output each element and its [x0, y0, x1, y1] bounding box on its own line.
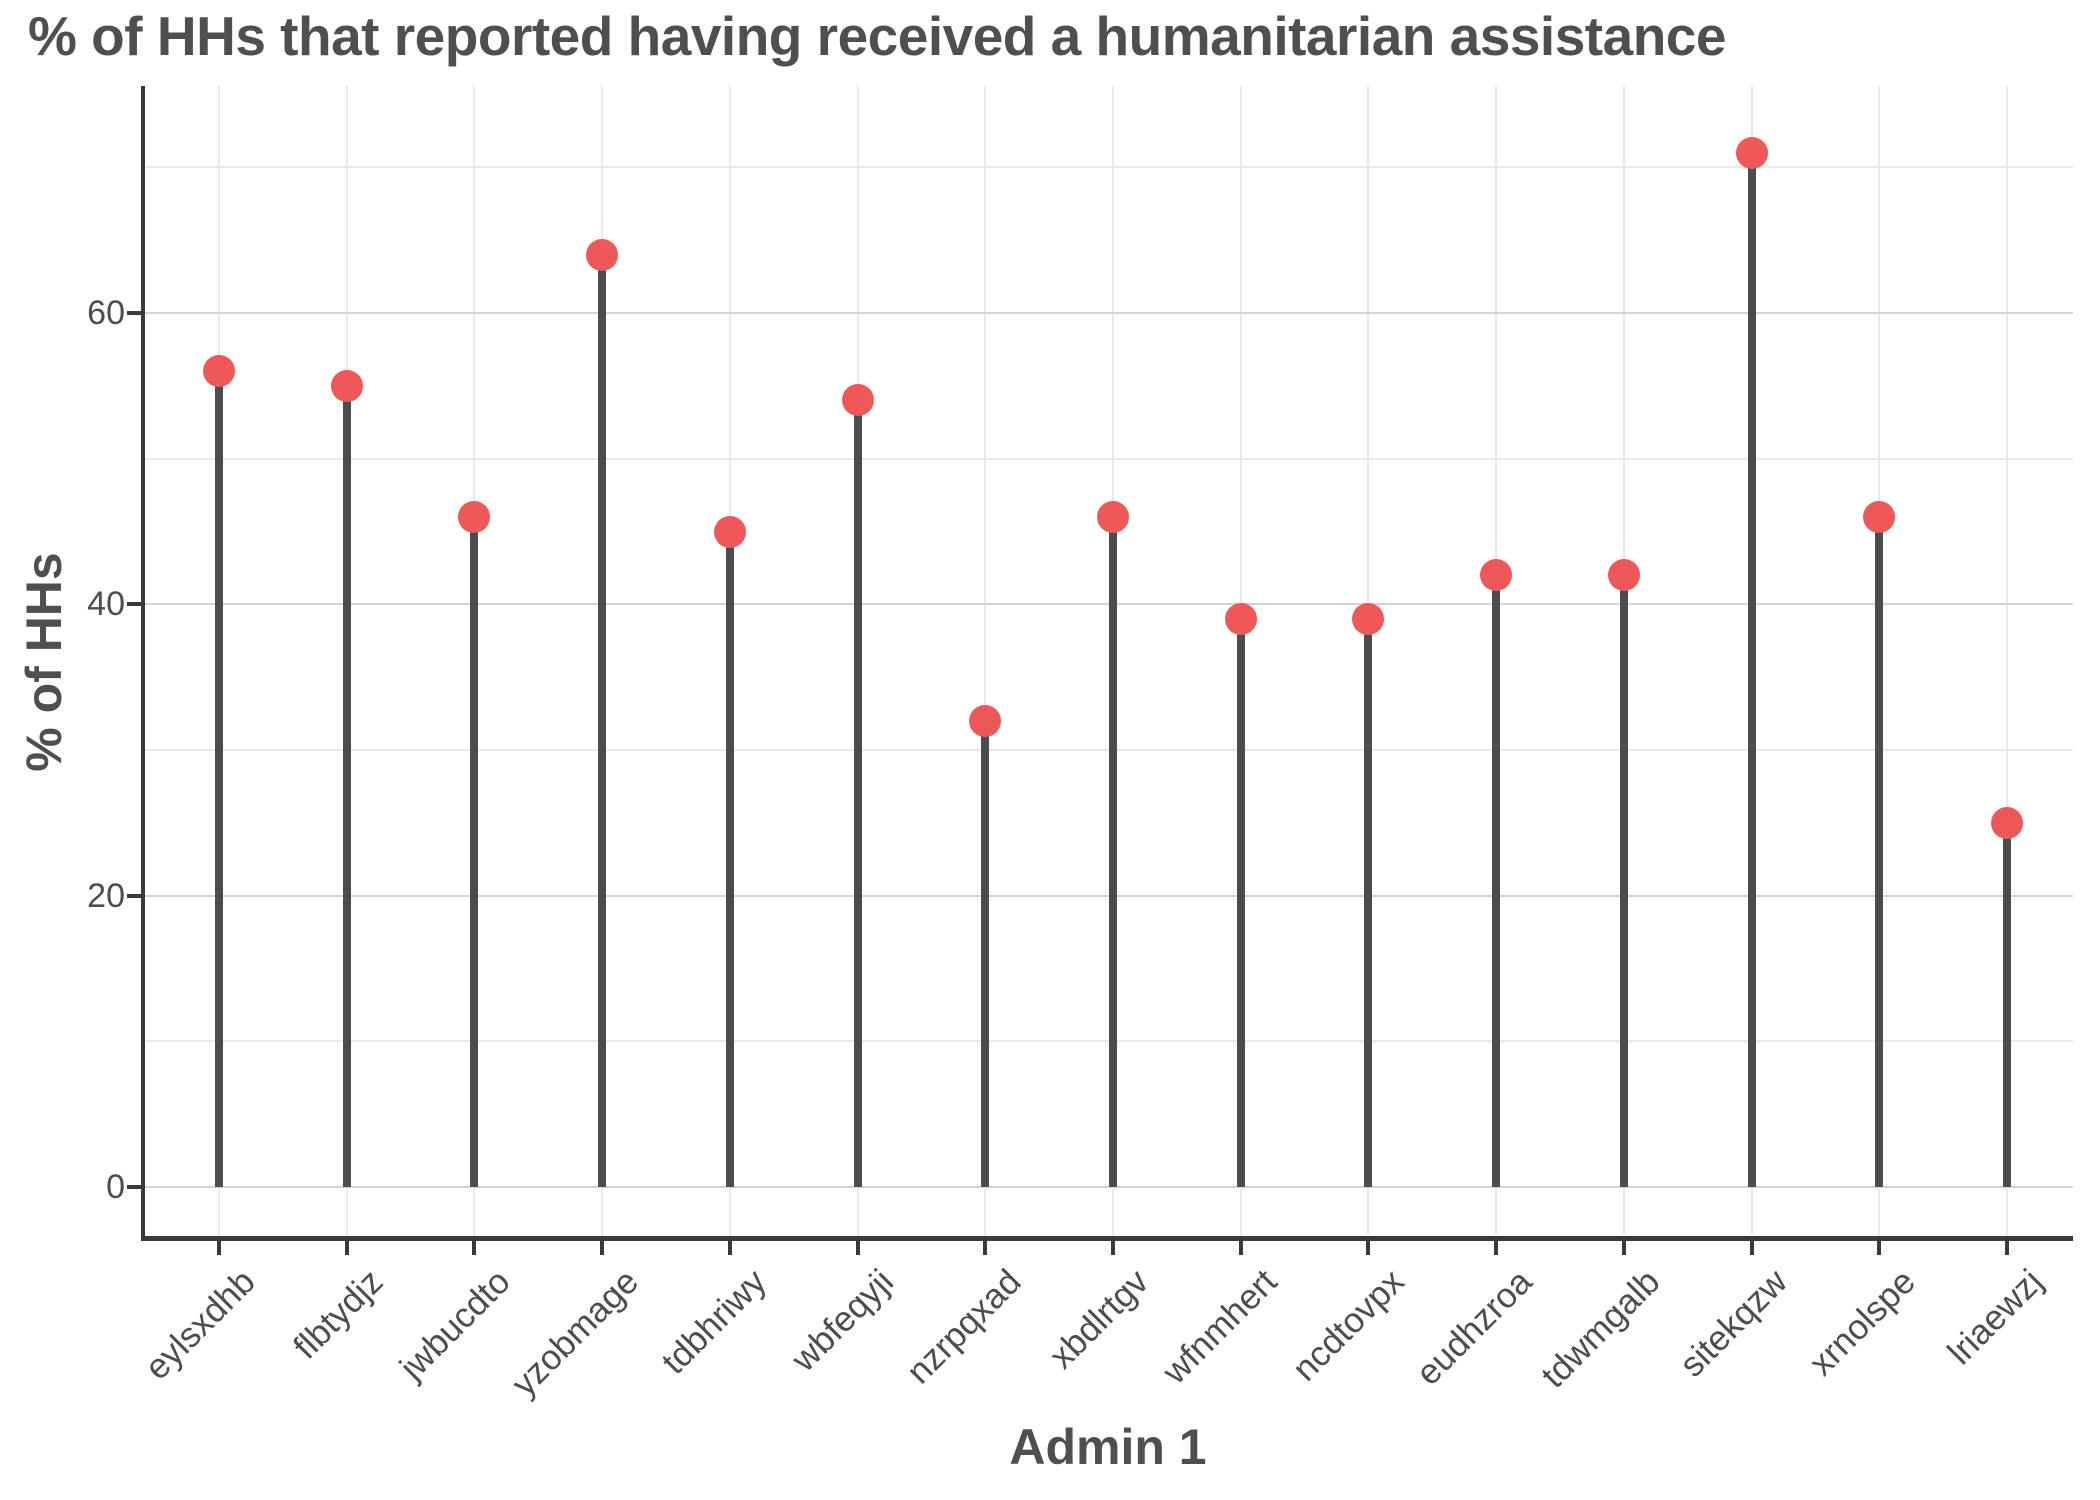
data-point — [458, 500, 491, 533]
stem — [470, 516, 479, 1187]
x-tick-mark — [1238, 1241, 1243, 1255]
data-point — [841, 384, 874, 417]
x-tick-mark — [855, 1241, 860, 1255]
h-gridline-major — [143, 312, 2073, 314]
x-tick-mark — [472, 1241, 477, 1255]
x-category-label: xbdlrtgv — [1042, 1262, 1157, 1377]
x-tick-mark — [727, 1241, 732, 1255]
h-gridline-major — [143, 894, 2073, 897]
x-category-label: eudhzroa — [1408, 1262, 1540, 1393]
y-axis-line — [141, 86, 145, 1240]
v-gridline — [984, 86, 987, 1236]
data-point — [586, 238, 619, 271]
stem — [981, 720, 990, 1187]
data-point — [1607, 559, 1640, 592]
y-tick-mark — [127, 1185, 141, 1189]
x-tick-mark — [1621, 1241, 1626, 1255]
h-gridline-minor — [143, 1040, 2073, 1043]
h-gridline-major — [143, 603, 2073, 606]
data-point — [203, 355, 235, 388]
y-tick-mark — [127, 602, 141, 607]
data-point — [1352, 602, 1385, 635]
data-point — [1480, 559, 1513, 592]
stem — [1875, 516, 1884, 1187]
x-category-label: flbtydjz — [285, 1262, 391, 1367]
stem — [1492, 575, 1501, 1187]
data-point — [1735, 136, 1768, 169]
stem — [342, 385, 351, 1187]
h-gridline-minor — [143, 749, 2073, 751]
x-axis-line — [141, 1236, 2073, 1241]
stem — [853, 400, 862, 1187]
x-tick-mark — [600, 1241, 605, 1255]
x-tick-mark — [2004, 1241, 2009, 1255]
h-gridline-minor — [143, 457, 2073, 460]
v-gridline — [2005, 86, 2008, 1236]
stem — [598, 254, 607, 1187]
x-category-label: xrnolspe — [1801, 1262, 1923, 1384]
stem — [1619, 575, 1628, 1187]
x-category-label: tdbhriwy — [653, 1262, 774, 1382]
y-tick-label: 20 — [87, 876, 125, 915]
chart-title: % of HHs that reported having received a… — [28, 5, 1726, 67]
x-category-label: jwbucdto — [392, 1262, 519, 1388]
x-tick-mark — [217, 1241, 221, 1255]
y-tick-label: 40 — [87, 585, 125, 624]
x-tick-mark — [983, 1241, 988, 1255]
stem — [1364, 618, 1373, 1187]
x-category-label: nzrpqxad — [899, 1262, 1029, 1392]
stem — [215, 371, 223, 1187]
data-point — [1096, 500, 1129, 533]
x-category-label: sitekqzw — [1672, 1262, 1796, 1385]
data-point — [969, 704, 1002, 737]
x-category-label: lriaewzj — [1940, 1262, 2051, 1373]
x-tick-mark — [344, 1241, 349, 1255]
data-point — [1863, 500, 1896, 533]
x-tick-mark — [1494, 1241, 1499, 1255]
x-tick-mark — [1366, 1241, 1371, 1255]
stem — [1108, 516, 1117, 1187]
stem — [2002, 822, 2011, 1187]
x-category-label: eylsxdhb — [137, 1262, 263, 1388]
x-category-label: ncdtovpx — [1285, 1262, 1413, 1389]
x-category-label: tdwmgalb — [1533, 1262, 1668, 1396]
x-category-label: wbfeqyji — [784, 1262, 902, 1379]
y-tick-label: 0 — [106, 1168, 125, 1206]
x-tick-mark — [1877, 1241, 1882, 1255]
data-point — [1224, 602, 1257, 635]
data-point — [1990, 806, 2023, 839]
h-gridline-major — [143, 1186, 2073, 1188]
x-tick-mark — [1110, 1241, 1115, 1255]
stem — [725, 531, 734, 1187]
x-category-label: wfnmhert — [1154, 1262, 1285, 1392]
y-tick-mark — [127, 311, 141, 315]
x-axis-title: Admin 1 — [1009, 1419, 1207, 1475]
data-point — [330, 369, 363, 402]
stem — [1747, 152, 1756, 1187]
h-gridline-minor — [143, 166, 2073, 169]
y-tick-mark — [127, 893, 141, 898]
data-point — [713, 515, 746, 548]
stem — [1236, 618, 1245, 1187]
x-category-label: yzobmage — [503, 1262, 646, 1404]
y-tick-label: 60 — [87, 294, 125, 332]
x-tick-mark — [1749, 1241, 1754, 1255]
